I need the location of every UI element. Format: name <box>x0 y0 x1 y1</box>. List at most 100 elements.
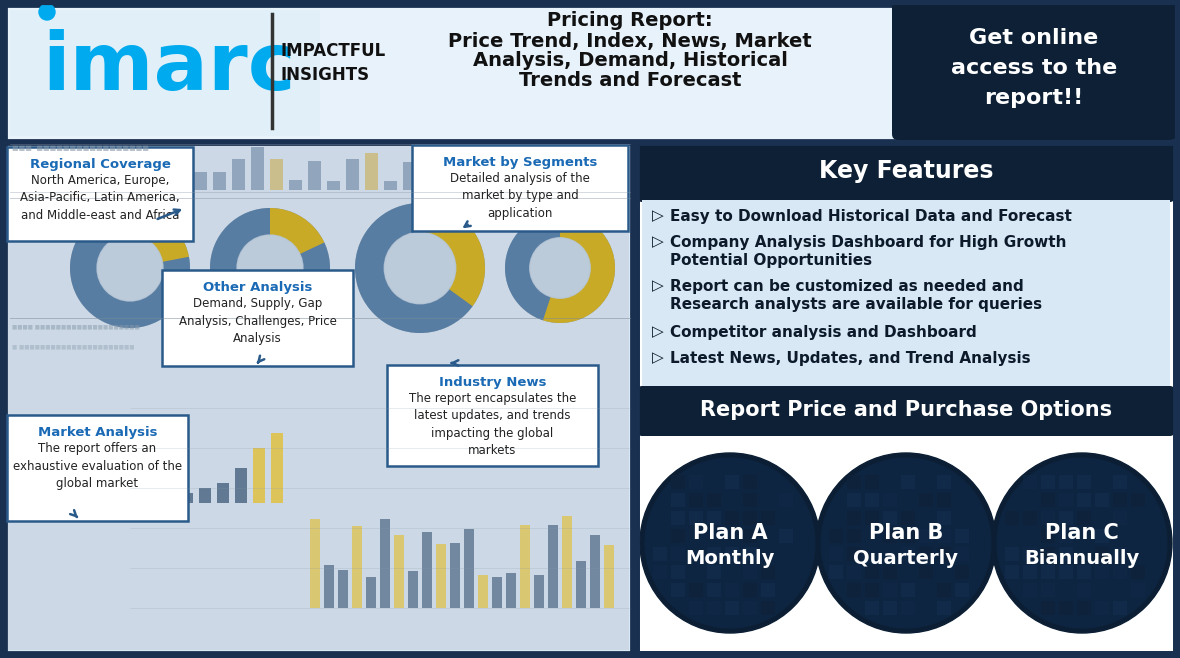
Bar <box>847 511 861 525</box>
Bar <box>847 547 861 561</box>
Bar <box>1113 601 1127 615</box>
Wedge shape <box>505 213 560 320</box>
Bar <box>199 488 211 503</box>
Bar <box>937 511 951 525</box>
Bar <box>137 162 150 190</box>
Text: ▷: ▷ <box>653 234 663 249</box>
Bar <box>1113 511 1127 525</box>
Bar <box>590 535 599 608</box>
Bar <box>517 155 530 190</box>
Bar <box>743 547 758 561</box>
Bar <box>435 544 446 608</box>
Circle shape <box>817 453 996 633</box>
Bar <box>725 529 739 543</box>
Bar <box>671 547 686 561</box>
Text: Report Price and Purchase Options: Report Price and Purchase Options <box>700 400 1112 420</box>
Text: Key Features: Key Features <box>819 159 994 183</box>
Bar <box>1041 547 1055 561</box>
Bar <box>707 565 721 579</box>
Text: Company Analysis Dashboard for High Growth: Company Analysis Dashboard for High Grow… <box>670 234 1067 249</box>
Bar <box>1095 475 1109 489</box>
Bar <box>743 529 758 543</box>
Bar <box>743 601 758 615</box>
Bar <box>352 526 362 608</box>
Bar <box>394 535 404 608</box>
Bar <box>478 575 489 608</box>
Bar <box>1041 511 1055 525</box>
Bar <box>520 525 530 608</box>
Bar <box>689 565 703 579</box>
Text: Research analysts are available for queries: Research analysts are available for quer… <box>670 297 1042 311</box>
Bar <box>865 529 879 543</box>
Bar <box>12 167 19 190</box>
Text: Latest News, Updates, and Trend Analysis: Latest News, Updates, and Trend Analysis <box>670 351 1030 365</box>
Text: The report offers an
exhaustive evaluation of the
global market: The report offers an exhaustive evaluati… <box>13 442 182 490</box>
Bar <box>689 547 703 561</box>
Text: Plan B: Plan B <box>868 523 943 543</box>
FancyBboxPatch shape <box>638 386 1174 436</box>
Bar <box>1113 493 1127 507</box>
Text: Regional Coverage: Regional Coverage <box>30 158 170 171</box>
Bar <box>404 162 417 190</box>
Bar <box>725 493 739 507</box>
Bar <box>671 475 686 489</box>
FancyBboxPatch shape <box>638 144 1174 652</box>
Wedge shape <box>355 203 485 333</box>
Bar <box>464 529 474 608</box>
Bar <box>919 493 933 507</box>
FancyBboxPatch shape <box>638 144 1174 202</box>
Bar <box>573 180 586 190</box>
Bar <box>1041 601 1055 615</box>
Bar <box>865 493 879 507</box>
Circle shape <box>645 458 815 628</box>
Text: ▷: ▷ <box>653 209 663 224</box>
Wedge shape <box>210 208 330 328</box>
Wedge shape <box>505 213 615 323</box>
Bar <box>498 156 511 190</box>
Bar <box>937 565 951 579</box>
Bar <box>1023 493 1037 507</box>
Text: Plan C: Plan C <box>1045 523 1119 543</box>
FancyBboxPatch shape <box>642 200 1171 388</box>
Bar <box>865 601 879 615</box>
Bar <box>576 561 586 608</box>
FancyBboxPatch shape <box>162 270 353 366</box>
Bar <box>653 565 667 579</box>
Bar <box>902 493 914 507</box>
Circle shape <box>640 453 820 633</box>
Bar <box>1130 529 1145 543</box>
Bar <box>779 565 793 579</box>
Text: Market Analysis: Market Analysis <box>38 426 157 439</box>
Bar <box>902 475 914 489</box>
Bar <box>847 475 861 489</box>
Text: Potential Opportunities: Potential Opportunities <box>670 253 872 268</box>
Bar <box>1113 547 1127 561</box>
Bar <box>955 511 969 525</box>
Bar <box>22 179 30 190</box>
Bar <box>1077 529 1092 543</box>
Bar <box>937 583 951 597</box>
Bar <box>761 511 775 525</box>
Text: Easy to Download Historical Data and Forecast: Easy to Download Historical Data and For… <box>670 209 1071 224</box>
Text: Demand, Supply, Gap
Analysis, Challenges, Price
Analysis: Demand, Supply, Gap Analysis, Challenges… <box>178 297 336 345</box>
Text: Monthly: Monthly <box>686 549 775 567</box>
Bar <box>1058 583 1073 597</box>
Bar <box>1077 511 1092 525</box>
Bar <box>919 601 933 615</box>
Bar <box>937 529 951 543</box>
Bar <box>384 181 396 190</box>
Bar <box>689 583 703 597</box>
Bar <box>707 475 721 489</box>
Bar <box>743 565 758 579</box>
Bar <box>535 575 544 608</box>
Bar <box>1023 529 1037 543</box>
Bar <box>883 475 897 489</box>
Bar <box>689 475 703 489</box>
Bar <box>32 177 39 190</box>
Bar <box>99 168 112 190</box>
Wedge shape <box>355 203 472 333</box>
Bar <box>1005 547 1020 561</box>
Bar <box>1023 565 1037 579</box>
Bar <box>955 547 969 561</box>
Bar <box>289 180 302 190</box>
